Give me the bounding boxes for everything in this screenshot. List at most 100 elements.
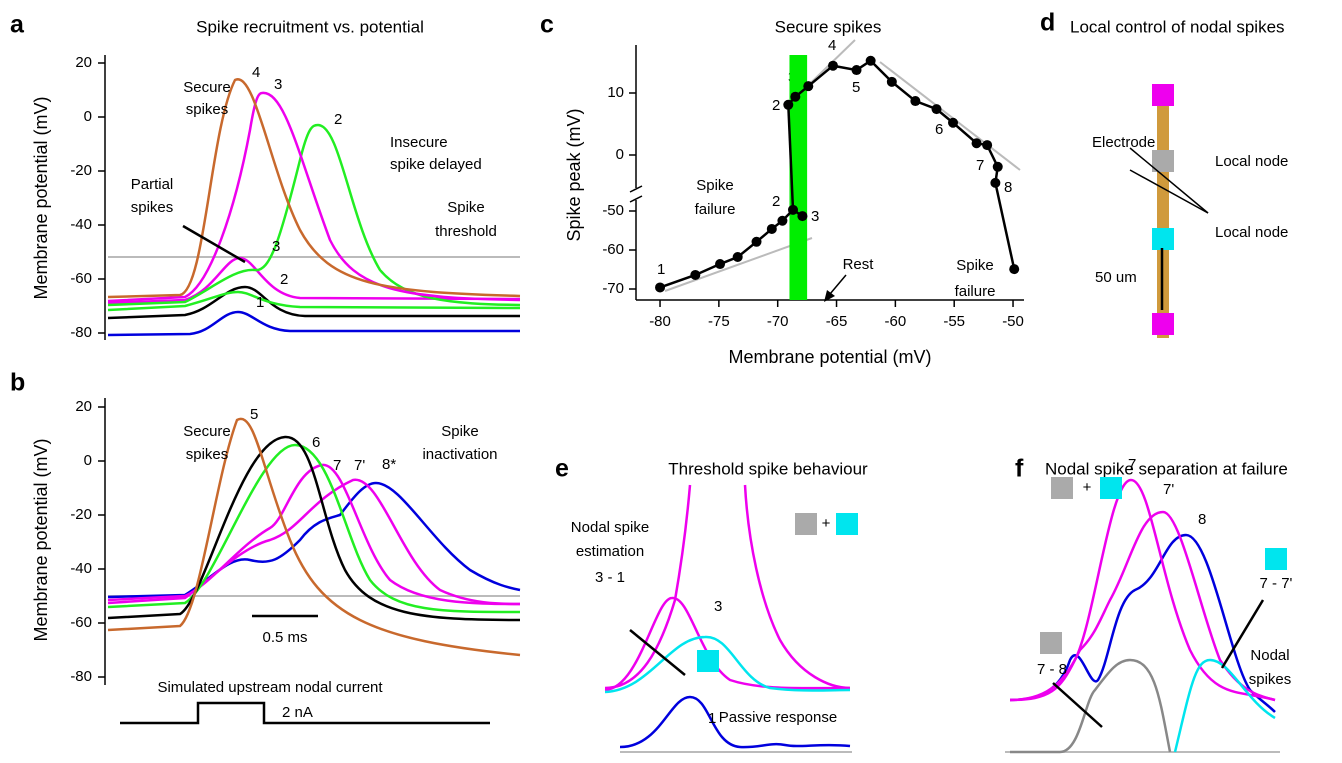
data-point [787, 204, 798, 215]
trace [1010, 658, 1172, 754]
panel-d: d Local control of nodal spikes Electrod… [1040, 9, 1288, 338]
y-tick-label: -80 [70, 668, 92, 685]
annotation: Spike [447, 199, 485, 216]
point-label: 5 [852, 79, 860, 96]
y-axis-label: Spike peak (mV) [564, 108, 584, 241]
annotation: threshold [435, 223, 497, 240]
trace-label: 1 [256, 294, 264, 311]
x-tick-label: -70 [767, 313, 789, 330]
stimulus-label: 2 nA [282, 704, 313, 721]
x-axis-label: Membrane potential (mV) [728, 347, 931, 367]
panel-letter: f [1015, 455, 1024, 483]
point-label: 6 [935, 121, 943, 138]
connector [994, 182, 1016, 270]
trace-label: 1 [708, 710, 716, 727]
panel-title: Local control of nodal spikes [1070, 17, 1285, 36]
label: Nodal spike [571, 519, 649, 536]
node-icon [1051, 477, 1073, 499]
annotation: failure [955, 283, 996, 300]
scale-bar-label: 50 um [1095, 269, 1137, 286]
point-label: 2 [772, 97, 780, 114]
trace [107, 91, 521, 303]
data-point [751, 236, 762, 247]
data-point [766, 223, 777, 234]
annotation: Secure [183, 423, 231, 440]
arrow-head [824, 290, 835, 302]
local-node [1152, 150, 1174, 172]
point-label: 4 [828, 37, 836, 54]
annotation: Partial [131, 176, 174, 193]
trace [604, 484, 692, 690]
label: Local node [1215, 153, 1288, 170]
y-tick-label: -40 [70, 216, 92, 233]
electrode [1129, 169, 1209, 214]
x-tick-label: -65 [826, 313, 848, 330]
x-tick-label: -50 [1002, 313, 1024, 330]
highlight-band [789, 55, 808, 300]
data-point [715, 259, 726, 270]
node-icon [697, 650, 719, 672]
trace-label: 3 [274, 76, 282, 93]
data-point [732, 252, 743, 263]
trace-label: 2 [280, 271, 288, 288]
annotation: Insecure [390, 134, 448, 151]
data-point [931, 104, 942, 115]
data-point [971, 138, 982, 149]
y-tick-label: 10 [607, 84, 624, 101]
y-tick-label: -20 [70, 162, 92, 179]
annotation: Secure [183, 79, 231, 96]
panel-c: c Secure spikes Spike peak (mV) Membrane… [540, 11, 1024, 367]
label: Passive response [719, 709, 837, 726]
x-tick-label: -80 [649, 313, 671, 330]
x-tick-label: -60 [885, 313, 907, 330]
connector [787, 104, 795, 210]
annotation: Spike [441, 423, 479, 440]
trace [604, 635, 851, 694]
data-point [992, 161, 1003, 172]
trace-label: 2 [334, 111, 342, 128]
data-point [790, 91, 801, 102]
y-tick-label: -50 [602, 202, 624, 219]
y-tick-label: -60 [70, 270, 92, 287]
y-tick-label: 0 [84, 452, 92, 469]
label: Local node [1215, 224, 1288, 241]
trace [107, 443, 521, 614]
point-label: 8 [1004, 179, 1012, 196]
data-point [783, 99, 794, 110]
y-tick-label: 20 [75, 54, 92, 71]
node-icon [1265, 548, 1287, 570]
trace [107, 435, 521, 622]
axis-break [629, 185, 643, 193]
panel-e: e Threshold spike behaviour + Nodal spik… [555, 455, 868, 753]
data-point [655, 282, 666, 293]
pointer [1220, 599, 1265, 669]
trace-label: 7' [354, 457, 365, 474]
trace-label: 3 [714, 598, 722, 615]
panel-a: a Spike recruitment vs. potential Membra… [10, 11, 521, 340]
panel-f: f Nodal spike separation at failure 7 7'… [1005, 455, 1293, 754]
pointer [1052, 682, 1103, 728]
trace-label: 6 [312, 434, 320, 451]
point-label: 3 [811, 208, 819, 225]
label: 3 - 1 [595, 569, 625, 586]
stimulus-title: Simulated upstream nodal current [157, 679, 383, 696]
trace-label: 7 [333, 457, 341, 474]
data-point [851, 65, 862, 76]
node [1152, 84, 1174, 106]
panel-title: Threshold spike behaviour [668, 459, 868, 478]
scale-bar-label: 0.5 ms [262, 629, 307, 646]
fit-line [664, 237, 813, 292]
trace-label: 8* [382, 456, 396, 473]
data-point [777, 215, 788, 226]
annotation: Rest [843, 256, 875, 273]
trace [1009, 478, 1276, 702]
label: spikes [1249, 671, 1292, 688]
data-point [828, 60, 839, 71]
data-point [690, 269, 701, 280]
trace-label: 5 [250, 406, 258, 423]
label: estimation [576, 543, 644, 560]
annotation: spikes [186, 101, 229, 118]
data-point [990, 177, 1001, 188]
node [1152, 313, 1174, 335]
trace [107, 310, 520, 337]
